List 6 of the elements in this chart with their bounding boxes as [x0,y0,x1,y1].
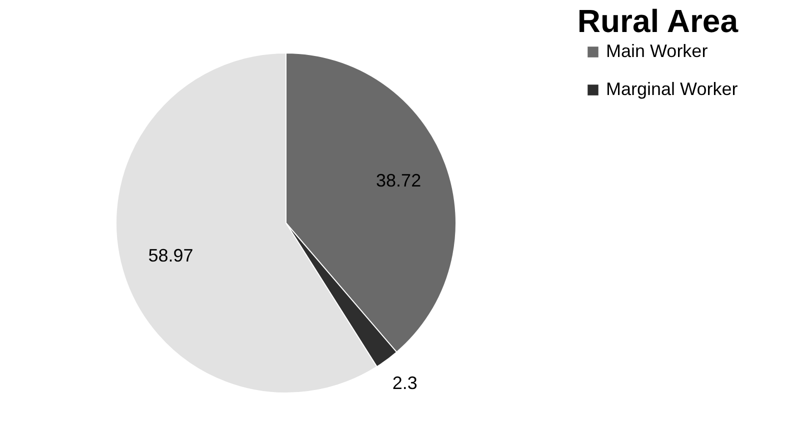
data-label: 2.3 [392,372,418,393]
legend-label: Marginal Worker [606,79,738,99]
legend-label: Main Worker [606,41,708,61]
data-label: 38.72 [376,170,422,190]
chart-title: Rural Area [577,3,738,39]
data-label: 58.97 [148,245,194,266]
